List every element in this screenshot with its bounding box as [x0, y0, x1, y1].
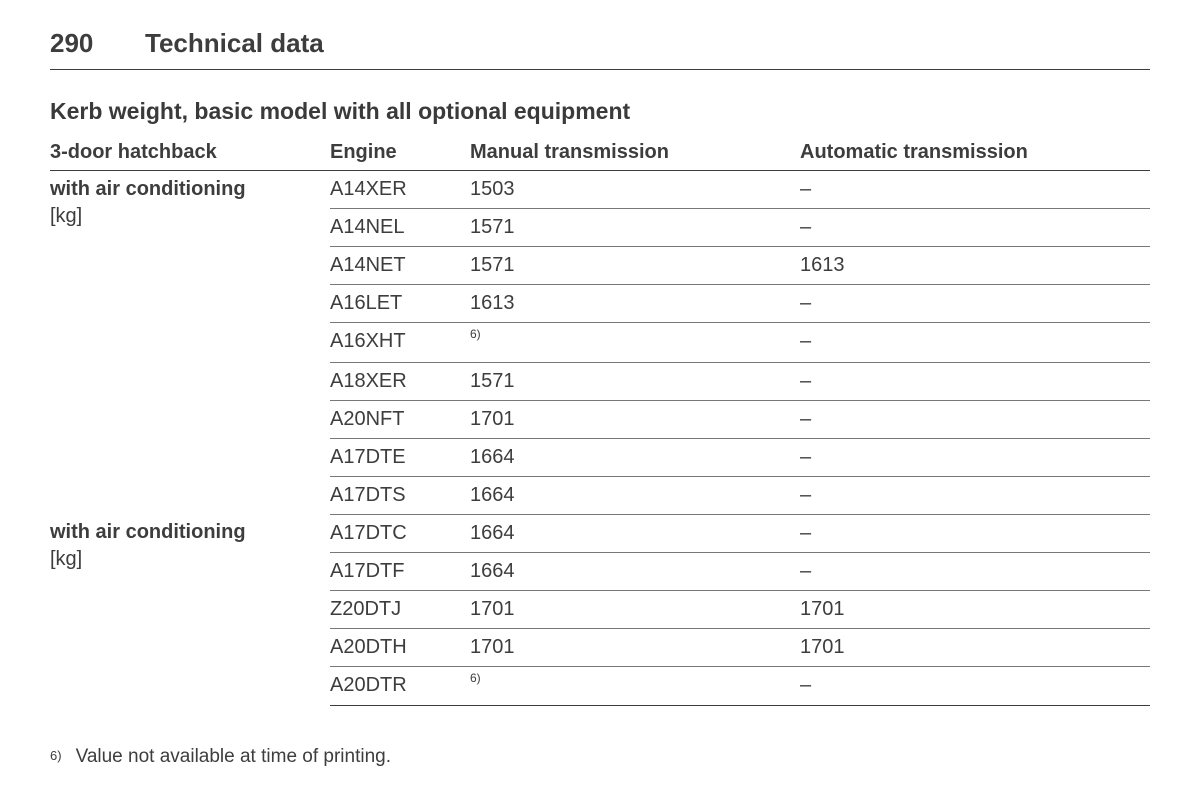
cell-manual: 6): [470, 666, 800, 706]
cell-manual: 1613: [470, 285, 800, 323]
cell-manual: 1664: [470, 438, 800, 476]
page-number: 290: [50, 28, 145, 59]
cell-engine: A14NET: [330, 247, 470, 285]
col-head-label: 3-door hatchback: [50, 135, 330, 171]
cell-manual: 1503: [470, 171, 800, 209]
cell-manual: 1701: [470, 628, 800, 666]
row-group-label-main: with air conditioning: [50, 178, 324, 201]
cell-manual: 1571: [470, 209, 800, 247]
table-body: with air conditioning[kg]A14XER1503–A14N…: [50, 171, 1150, 706]
kerb-weight-table: 3-door hatchback Engine Manual transmiss…: [50, 135, 1150, 706]
cell-auto: –: [800, 438, 1150, 476]
section-title: Technical data: [145, 28, 324, 59]
cell-auto: –: [800, 514, 1150, 552]
cell-auto: 1613: [800, 247, 1150, 285]
page-header: 290 Technical data: [50, 28, 1150, 70]
cell-auto: –: [800, 552, 1150, 590]
col-head-manual: Manual transmission: [470, 135, 800, 171]
cell-auto: –: [800, 285, 1150, 323]
cell-engine: A14XER: [330, 171, 470, 209]
cell-manual: 1701: [470, 590, 800, 628]
cell-auto: –: [800, 171, 1150, 209]
footnote: 6) Value not available at time of printi…: [50, 746, 1150, 768]
cell-manual: 1571: [470, 362, 800, 400]
table-title: Kerb weight, basic model with all option…: [50, 98, 1150, 125]
cell-engine: A20DTR: [330, 666, 470, 706]
cell-auto: 1701: [800, 590, 1150, 628]
col-head-auto: Automatic transmission: [800, 135, 1150, 171]
cell-auto: –: [800, 400, 1150, 438]
cell-engine: A16LET: [330, 285, 470, 323]
footnote-ref: 6): [470, 327, 481, 341]
cell-auto: –: [800, 476, 1150, 514]
cell-manual: 1664: [470, 476, 800, 514]
cell-engine: A18XER: [330, 362, 470, 400]
table-row: with air conditioning[kg]A14XER1503–: [50, 171, 1150, 209]
cell-manual: 6): [470, 323, 800, 363]
cell-engine: A20NFT: [330, 400, 470, 438]
row-group-label-main: with air conditioning: [50, 521, 324, 544]
col-head-engine: Engine: [330, 135, 470, 171]
footnote-text: Value not available at time of printing.: [76, 746, 391, 768]
cell-engine: A16XHT: [330, 323, 470, 363]
cell-engine: Z20DTJ: [330, 590, 470, 628]
cell-manual: 1664: [470, 514, 800, 552]
footnote-ref: 6): [470, 671, 481, 685]
cell-engine: A17DTF: [330, 552, 470, 590]
cell-auto: 1701: [800, 628, 1150, 666]
footnote-mark: 6): [50, 748, 62, 763]
cell-engine: A17DTC: [330, 514, 470, 552]
cell-engine: A20DTH: [330, 628, 470, 666]
page: 290 Technical data Kerb weight, basic mo…: [0, 0, 1200, 768]
cell-auto: –: [800, 323, 1150, 363]
cell-auto: –: [800, 362, 1150, 400]
row-group-label: with air conditioning [kg]: [50, 171, 330, 515]
row-group-label-unit: [kg]: [50, 205, 324, 228]
cell-manual: 1701: [470, 400, 800, 438]
row-group-label-unit: [kg]: [50, 548, 324, 571]
table-row: with air conditioning[kg]A17DTC1664–: [50, 514, 1150, 552]
cell-auto: –: [800, 209, 1150, 247]
cell-auto: –: [800, 666, 1150, 706]
cell-engine: A17DTS: [330, 476, 470, 514]
row-group-label: with air conditioning [kg]: [50, 514, 330, 706]
cell-engine: A14NEL: [330, 209, 470, 247]
table-head-row: 3-door hatchback Engine Manual transmiss…: [50, 135, 1150, 171]
cell-manual: 1664: [470, 552, 800, 590]
cell-manual: 1571: [470, 247, 800, 285]
cell-engine: A17DTE: [330, 438, 470, 476]
